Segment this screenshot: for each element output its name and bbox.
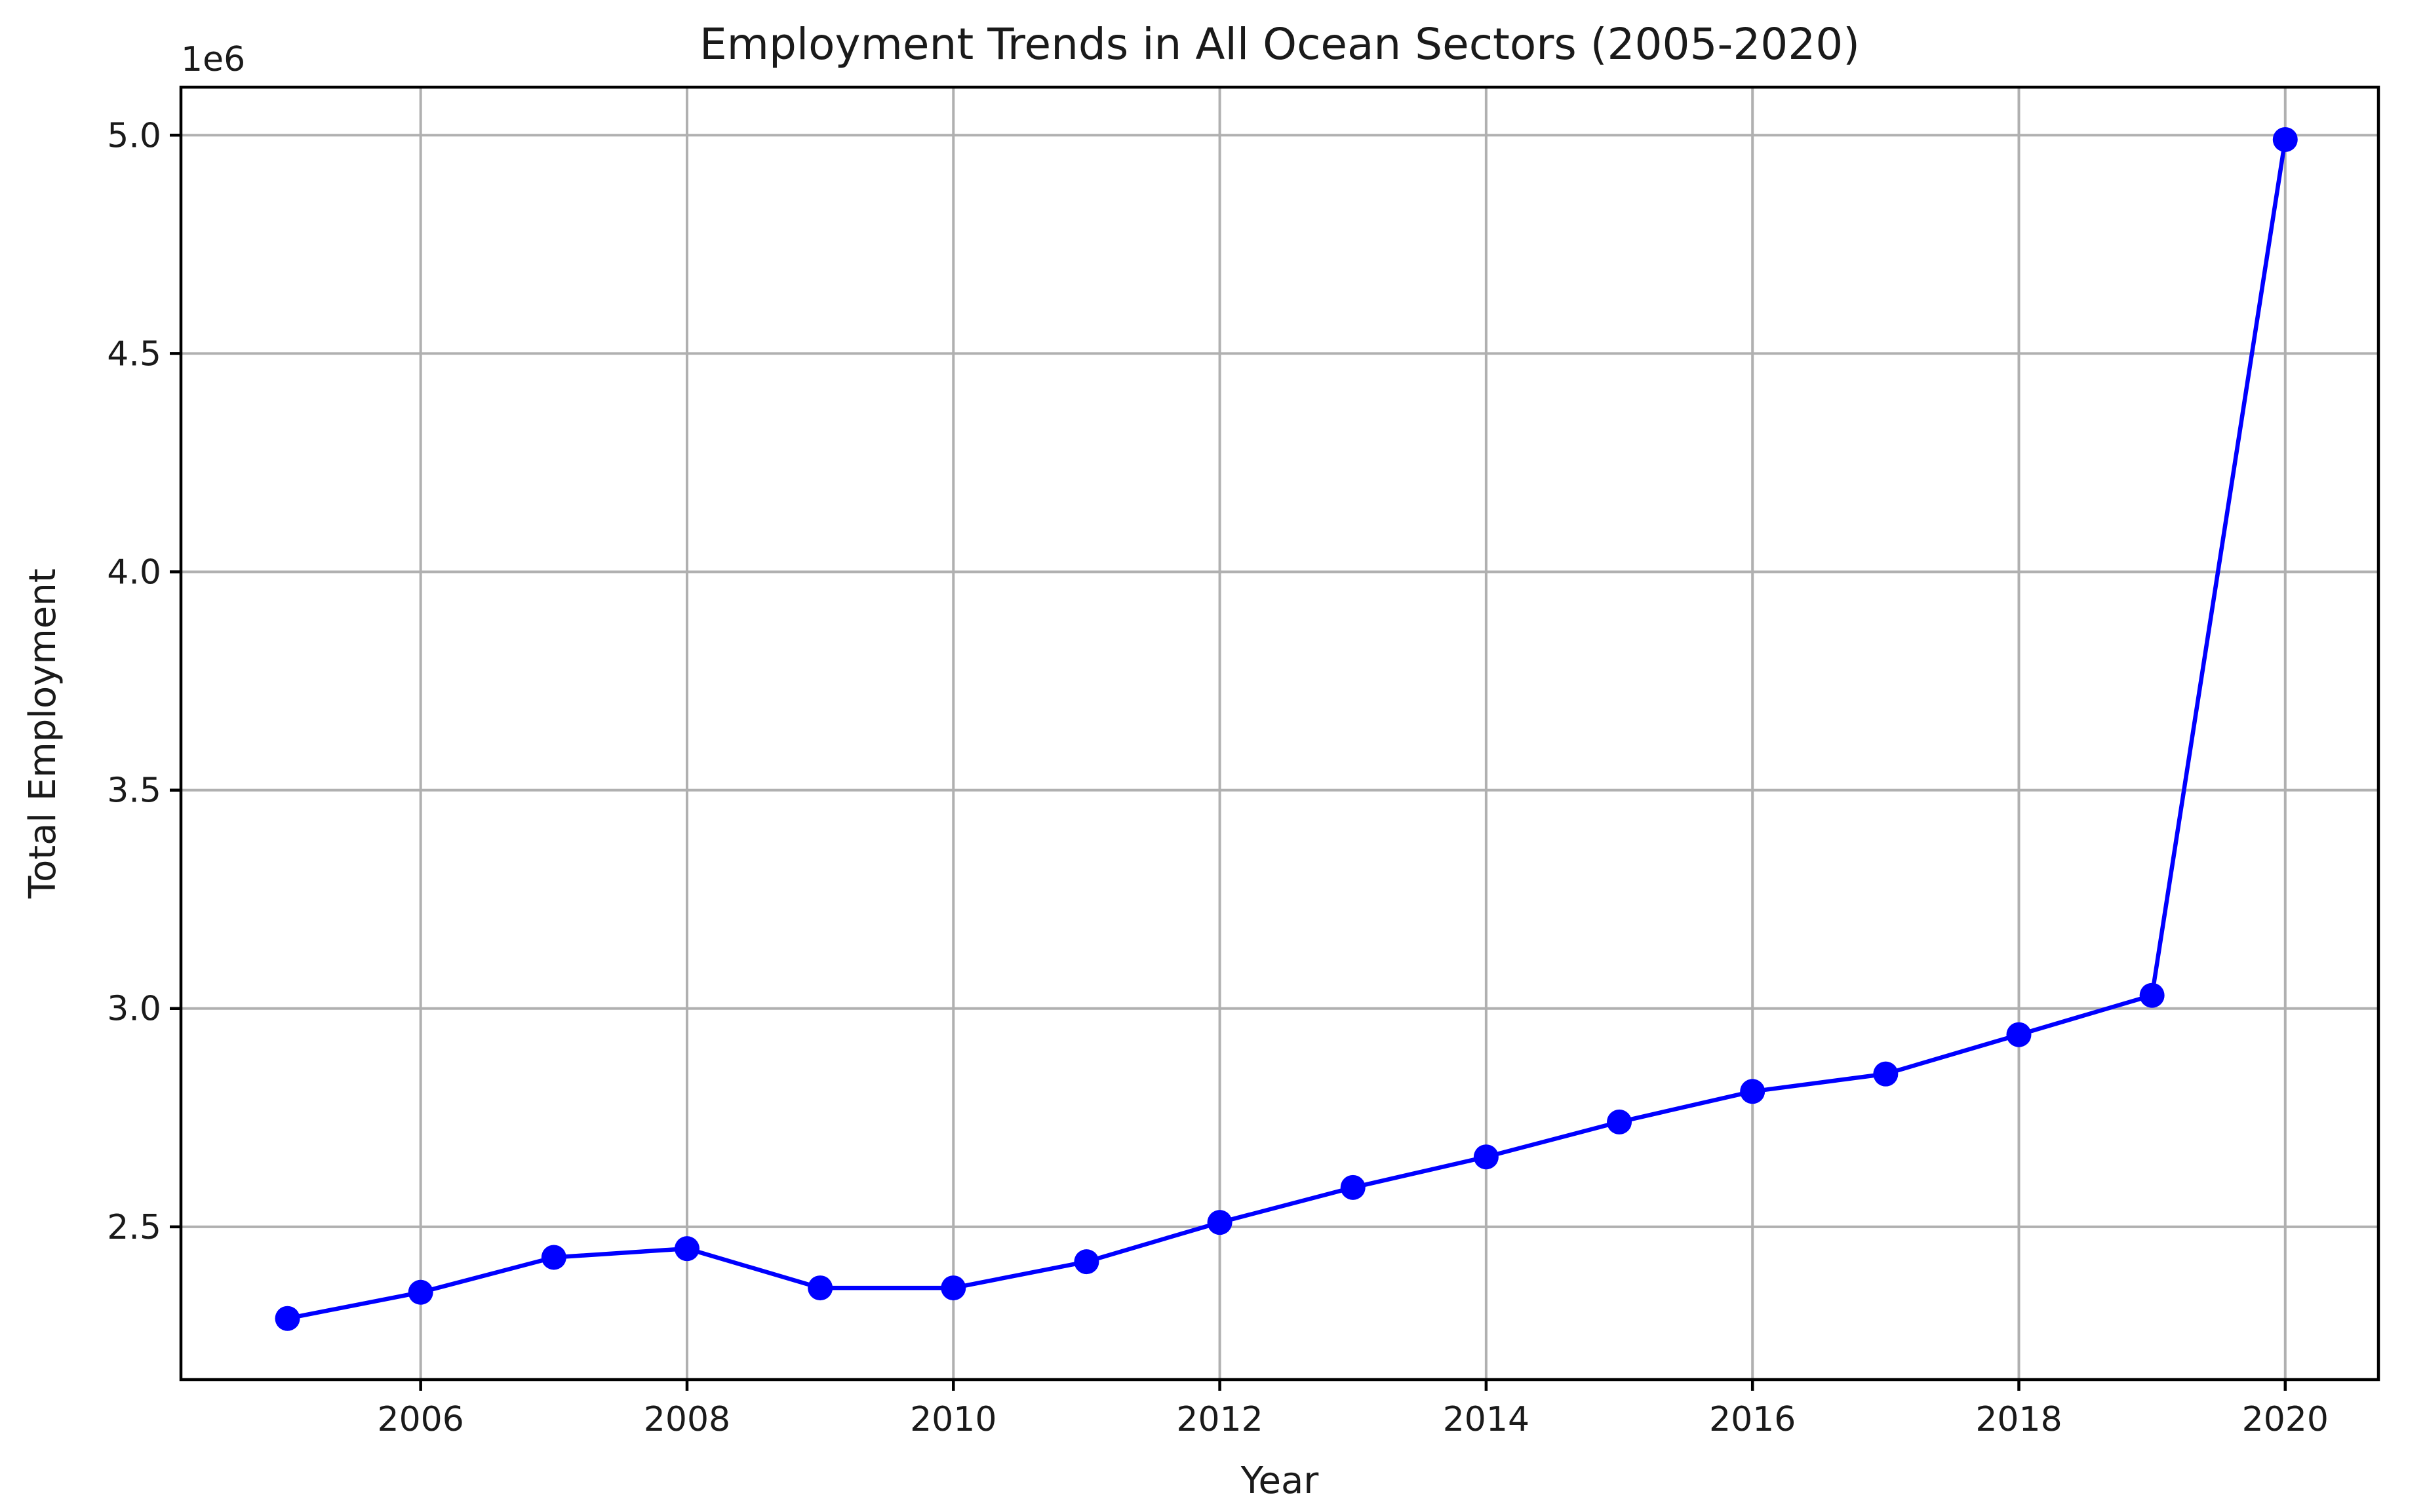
axis-ticks: 2006 2008 2010 2012 2014 2016 2018 2020 2.5 3.0 3.… xyxy=(107,116,2329,1439)
x-tick-label: 2008 xyxy=(644,1400,730,1439)
data-point xyxy=(808,1275,833,1301)
y-tick-label: 3.5 xyxy=(107,771,161,811)
y-axis-offset-label: 1e6 xyxy=(181,40,245,79)
y-tick-label: 4.5 xyxy=(107,334,161,374)
y-tick-label: 2.5 xyxy=(107,1208,161,1247)
axes-frame xyxy=(179,85,2380,1382)
data-point xyxy=(1340,1174,1366,1200)
data-point xyxy=(1740,1079,1765,1104)
data-point xyxy=(1074,1249,1099,1275)
data-point xyxy=(1607,1109,1632,1134)
data-point xyxy=(1473,1144,1499,1170)
x-axis-label: Year xyxy=(1240,1460,1320,1502)
x-tick-label: 2020 xyxy=(2242,1400,2329,1439)
data-point xyxy=(1873,1061,1899,1087)
data-point xyxy=(1207,1210,1232,1235)
data-series xyxy=(275,126,2298,1331)
series-line xyxy=(286,139,2288,1321)
x-tick-label: 2018 xyxy=(1975,1400,2062,1439)
y-tick-label: 5.0 xyxy=(107,116,161,155)
x-tick-label: 2014 xyxy=(1443,1400,1529,1439)
data-point xyxy=(275,1306,300,1331)
data-point xyxy=(408,1279,433,1305)
x-tick-label: 2006 xyxy=(378,1400,464,1439)
y-tick-label: 4.0 xyxy=(107,553,161,592)
data-point xyxy=(2006,1022,2032,1047)
data-point xyxy=(541,1245,566,1270)
y-axis-label: Total Employment xyxy=(22,568,64,899)
data-point xyxy=(2272,126,2298,152)
y-tick-label: 3.0 xyxy=(107,990,161,1029)
data-point xyxy=(2139,982,2165,1008)
data-point xyxy=(674,1236,700,1262)
data-point xyxy=(941,1275,966,1301)
x-tick-label: 2016 xyxy=(1709,1400,1796,1439)
x-tick-label: 2012 xyxy=(1176,1400,1263,1439)
grid xyxy=(181,87,2378,1380)
x-tick-label: 2010 xyxy=(910,1400,996,1439)
chart-title: Employment Trends in All Ocean Sectors (… xyxy=(700,19,1860,69)
